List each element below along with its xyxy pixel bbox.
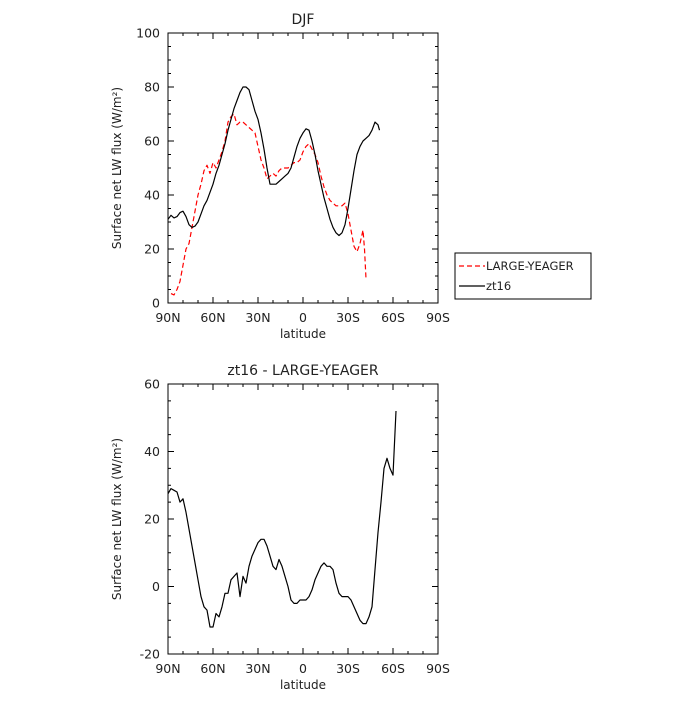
panel-1-series-line-zt16	[167, 86, 381, 237]
panel-2-x-tick-label: 0	[299, 661, 307, 676]
panel-1-x-tick-label: 60S	[381, 310, 405, 325]
panel-1-series-line-large-yeager	[170, 113, 367, 296]
panel-2-x-tick-label: 30N	[245, 661, 270, 676]
panel-2-x-tick-label: 90N	[155, 661, 180, 676]
legend-box	[454, 252, 592, 300]
panel-1-y-axis-label: Surface net LW flux (W/m²)	[110, 87, 124, 249]
panel-2-x-axis-label: latitude	[280, 678, 326, 692]
panel-1-x-tick-label: 30S	[336, 310, 360, 325]
panel-1-x-tick-label: 0	[299, 310, 307, 325]
panel-2-y-axis-label: Surface net LW flux (W/m²)	[110, 438, 124, 600]
panel-1-y-tick-label: 20	[144, 242, 160, 257]
panel-1-x-tick-label: 90S	[426, 310, 450, 325]
panel-2-x-tick-label: 30S	[336, 661, 360, 676]
panel-2-y-tick-label: 60	[144, 377, 160, 392]
legend-entry-label: zt16	[486, 279, 511, 293]
panel-1-x-axis-label: latitude	[280, 327, 326, 341]
panel-1-y-tick-label: 40	[144, 188, 160, 203]
panel-1-y-tick-label: 0	[152, 296, 160, 311]
panel-2-y-tick-label: 40	[144, 444, 160, 459]
panel-2-y-tick-label: -20	[140, 647, 160, 662]
panel-1-x-tick-label: 90N	[155, 310, 180, 325]
panel-2-x-tick-label: 90S	[426, 661, 450, 676]
panel-1-y-tick-label: 100	[136, 26, 160, 41]
panel-1-x-tick-label: 60N	[200, 310, 225, 325]
panel-1-title: DJF	[292, 12, 315, 28]
panel-2-y-tick-label: 0	[152, 579, 160, 594]
panel-2-x-tick-label: 60N	[200, 661, 225, 676]
panel-2-y-tick-label: 20	[144, 512, 160, 527]
panel-1-x-tick-label: 30N	[245, 310, 270, 325]
legend-entry-label: LARGE-YEAGER	[486, 259, 574, 273]
panel-1-y-tick-label: 80	[144, 80, 160, 95]
panel-1-y-tick-label: 60	[144, 134, 160, 149]
panel-2-x-tick-label: 60S	[381, 661, 405, 676]
panel-2-title: zt16 - LARGE-YEAGER	[227, 363, 379, 379]
panel-2-plot-frame	[167, 383, 439, 655]
panel-2-series-line-zt16-large-yeager	[167, 410, 397, 628]
